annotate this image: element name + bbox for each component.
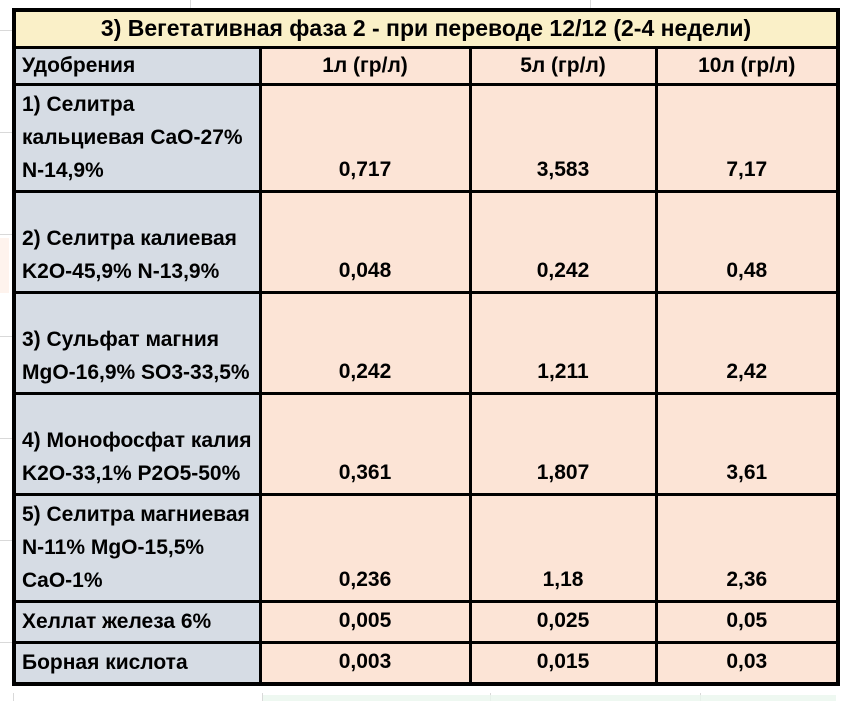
- dosage-value-cell[interactable]: 0,236: [258, 492, 472, 603]
- table-row: 4) Монофосфат калия K2O-33,1% P2O5-50% 0,…: [12, 391, 840, 496]
- fertilizer-table: 3) Вегетативная фаза 2 - при переводе 12…: [12, 8, 841, 686]
- column-header-1l[interactable]: 1л (гр/л): [258, 45, 472, 86]
- spreadsheet-gridline: [0, 234, 12, 235]
- header-row: Удобрения 1л (гр/л) 5л (гр/л) 10л (гр/л): [12, 45, 840, 86]
- spreadsheet-gridline: [0, 132, 12, 133]
- fertilizer-name-cell[interactable]: Хеллат железа 6%: [12, 599, 262, 644]
- spreadsheet-gridline: [190, 0, 191, 8]
- fertilizer-name-cell[interactable]: Борная кислота: [12, 640, 262, 685]
- table-row: 1) Селитра кальциевая CaO-27% N-14,9% 0,7…: [12, 82, 840, 193]
- table-row: 2) Селитра калиевая K2O-45,9% N-13,9% 0,0…: [12, 189, 840, 294]
- fertilizer-name-cell[interactable]: 5) Селитра магниевая N-11% MgO-15,5% CaO…: [12, 492, 262, 603]
- column-header-5l[interactable]: 5л (гр/л): [468, 45, 658, 86]
- dosage-value-cell[interactable]: 0,03: [654, 640, 840, 685]
- fertilizer-name-cell[interactable]: 4) Монофосфат калия K2O-33,1% P2O5-50%: [12, 391, 262, 496]
- table-row: 3) Сульфат магния MgO-16,9% SO3-33,5% 0,2…: [12, 290, 840, 395]
- spreadsheet-gridline: [0, 438, 12, 439]
- dosage-value-cell[interactable]: 0,05: [654, 599, 840, 644]
- column-header-fertilizers[interactable]: Удобрения: [12, 45, 262, 86]
- table-row: Борная кислота 0,003 0,015 0,03: [12, 640, 840, 685]
- spreadsheet-gridline: [0, 336, 12, 337]
- dosage-value-cell[interactable]: 0,025: [468, 599, 658, 644]
- spreadsheet-gridline: [0, 30, 12, 31]
- dosage-value-cell[interactable]: 1,18: [468, 492, 658, 603]
- dosage-value-cell[interactable]: 2,36: [654, 492, 840, 603]
- adjacent-cell-tint: [263, 695, 836, 701]
- spreadsheet-gridline: [262, 693, 263, 701]
- dosage-value-cell[interactable]: 0,003: [258, 640, 472, 685]
- dosage-value-cell[interactable]: 0,048: [258, 189, 472, 294]
- column-header-10l[interactable]: 10л (гр/л): [654, 45, 840, 86]
- dosage-value-cell[interactable]: 2,42: [654, 290, 840, 395]
- spreadsheet-gridline: [0, 642, 12, 643]
- adjacent-cell-tint: [0, 238, 9, 293]
- title-row: 3) Вегетативная фаза 2 - при переводе 12…: [12, 8, 840, 49]
- dosage-value-cell[interactable]: 7,17: [654, 82, 840, 193]
- dosage-value-cell[interactable]: 1,807: [468, 391, 658, 496]
- dosage-value-cell[interactable]: 3,61: [654, 391, 840, 496]
- fertilizer-name-cell[interactable]: 3) Сульфат магния MgO-16,9% SO3-33,5%: [12, 290, 262, 395]
- fertilizer-name-cell[interactable]: 2) Селитра калиевая K2O-45,9% N-13,9%: [12, 189, 262, 294]
- table-row: Хеллат железа 6% 0,005 0,025 0,05: [12, 599, 840, 644]
- spreadsheet-gridline: [13, 693, 14, 701]
- dosage-value-cell[interactable]: 0,717: [258, 82, 472, 193]
- dosage-value-cell[interactable]: 0,005: [258, 599, 472, 644]
- dosage-value-cell[interactable]: 3,583: [468, 82, 658, 193]
- dosage-value-cell[interactable]: 0,242: [468, 189, 658, 294]
- dosage-value-cell[interactable]: 0,48: [654, 189, 840, 294]
- spreadsheet-gridline: [590, 0, 591, 8]
- table-body: 1) Селитра кальциевая CaO-27% N-14,9% 0,7…: [12, 82, 840, 685]
- dosage-value-cell[interactable]: 0,361: [258, 391, 472, 496]
- table-title[interactable]: 3) Вегетативная фаза 2 - при переводе 12…: [12, 8, 840, 49]
- fertilizer-name-cell[interactable]: 1) Селитра кальциевая CaO-27% N-14,9%: [12, 82, 262, 193]
- table-row: 5) Селитра магниевая N-11% MgO-15,5% CaO…: [12, 492, 840, 603]
- dosage-value-cell[interactable]: 0,015: [468, 640, 658, 685]
- spreadsheet-gridline: [0, 540, 12, 541]
- dosage-value-cell[interactable]: 1,211: [468, 290, 658, 395]
- dosage-value-cell[interactable]: 0,242: [258, 290, 472, 395]
